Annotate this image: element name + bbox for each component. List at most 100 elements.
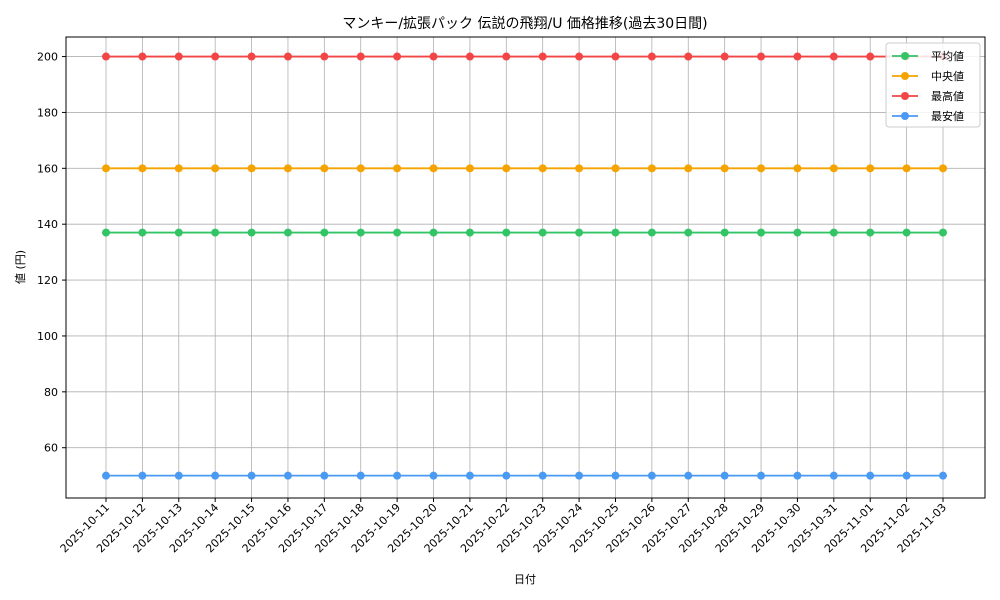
data-point [393,471,402,480]
data-point [465,52,474,61]
x-axis-label: 日付 [514,573,536,586]
data-point [393,228,402,237]
data-point [538,228,547,237]
y-tick-label: 140 [37,218,58,231]
data-point [356,164,365,173]
data-point [720,164,729,173]
data-point [902,228,911,237]
data-point [429,471,438,480]
data-point [283,52,292,61]
x-axis-ticks: 2025-10-112025-10-122025-10-132025-10-14… [58,498,949,555]
data-point [429,228,438,237]
data-point [174,228,183,237]
data-point [502,471,511,480]
data-point [720,471,729,480]
data-point [429,164,438,173]
data-point [174,52,183,61]
y-tick-label: 80 [44,386,58,399]
legend-entry-label: 最高値 [931,89,964,103]
data-point [320,164,329,173]
data-point [575,164,584,173]
data-point [538,52,547,61]
data-point [138,228,147,237]
data-point [356,52,365,61]
data-point [793,164,802,173]
data-point [829,164,838,173]
data-point [866,164,875,173]
data-point [684,228,693,237]
y-tick-label: 160 [37,162,58,175]
data-point [247,164,256,173]
data-point [174,471,183,480]
y-tick-label: 60 [44,442,58,455]
data-point [211,228,220,237]
data-point [575,52,584,61]
data-point [902,164,911,173]
data-point [502,164,511,173]
data-point [138,471,147,480]
data-point [393,164,402,173]
y-tick-label: 180 [37,106,58,119]
data-point [102,471,110,480]
data-point [866,228,875,237]
legend-entry-label: 中央値 [931,70,964,83]
y-tick-label: 200 [37,51,58,64]
data-point [829,52,838,61]
data-point [647,471,656,480]
data-point [902,471,911,480]
data-point [793,228,802,237]
data-point [211,52,220,61]
y-tick-label: 120 [37,274,58,287]
data-point [211,471,220,480]
data-point [356,471,365,480]
data-point [757,471,766,480]
data-point [647,164,656,173]
data-point [320,52,329,61]
data-point [647,228,656,237]
data-point [684,164,693,173]
series-中央値 [102,164,947,173]
data-point [575,471,584,480]
y-tick-label: 100 [37,330,58,343]
data-point [211,164,220,173]
data-point [647,52,656,61]
data-point [866,471,875,480]
y-axis-ticks: 60 80 100 120 140 160 180 200 [37,51,66,455]
legend-box [885,42,981,128]
data-point [465,471,474,480]
data-point [174,164,183,173]
data-point [611,164,620,173]
data-point [320,228,329,237]
data-point [611,228,620,237]
data-point [939,471,947,480]
data-point [465,164,474,173]
data-point [939,228,947,237]
data-point [102,52,110,61]
data-point [429,52,438,61]
data-point [102,164,110,173]
data-point [102,228,110,237]
data-point [283,164,292,173]
plot-frame [65,36,986,499]
data-point [684,471,693,480]
data-point [793,52,802,61]
data-point [720,52,729,61]
series-layer [102,52,947,480]
legend-swatch-marker [901,92,909,100]
data-point [793,471,802,480]
data-point [247,471,256,480]
data-point [866,52,875,61]
data-point [465,228,474,237]
data-point [320,471,329,480]
chart-title: マンキー/拡張パック 伝説の飛翔/U 価格推移(過去30日間) [342,16,707,32]
data-point [247,52,256,61]
data-point [356,228,365,237]
grid [66,37,985,498]
data-point [611,471,620,480]
y-axis-label: 値 (円) [14,250,27,284]
data-point [502,228,511,237]
data-point [538,471,547,480]
data-point [829,471,838,480]
data-point [757,164,766,173]
